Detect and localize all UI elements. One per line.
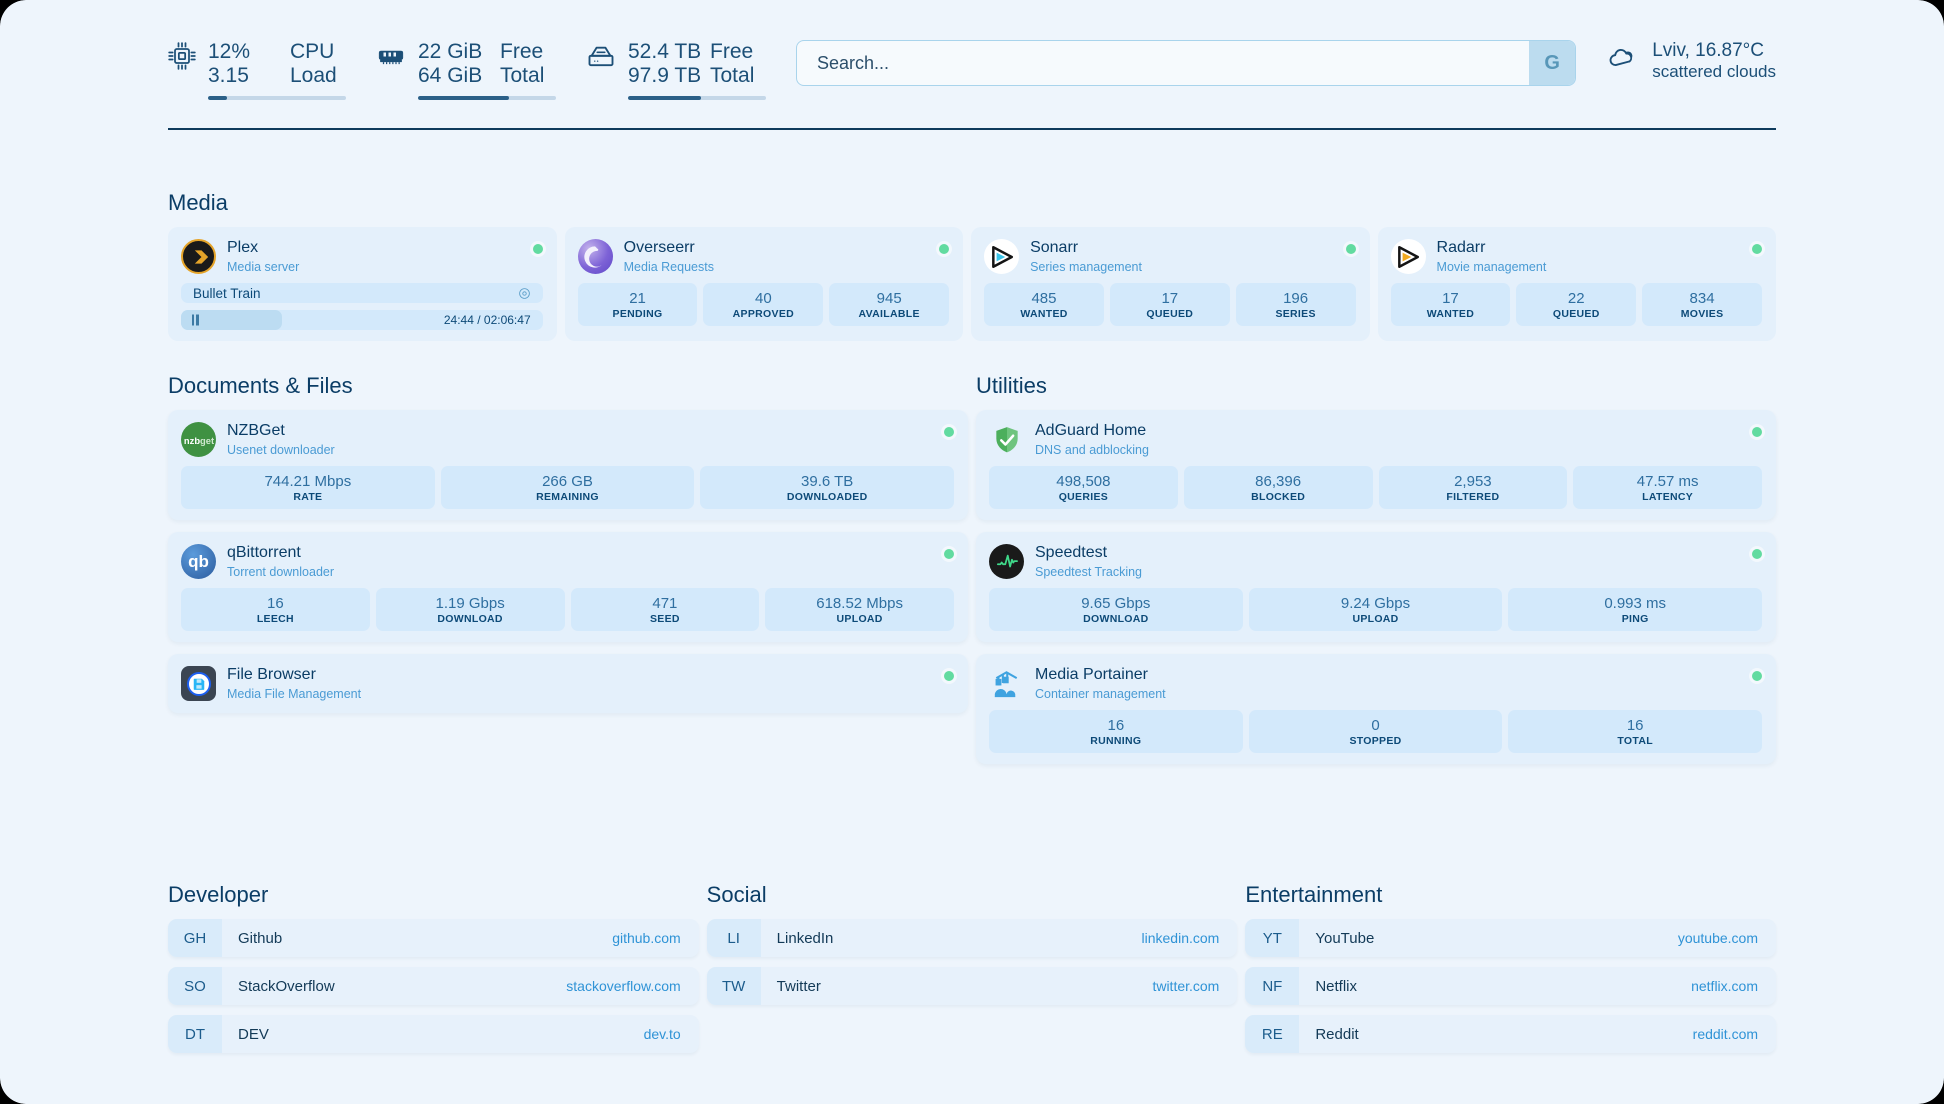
svg-text:nzbget: nzbget — [184, 435, 214, 445]
